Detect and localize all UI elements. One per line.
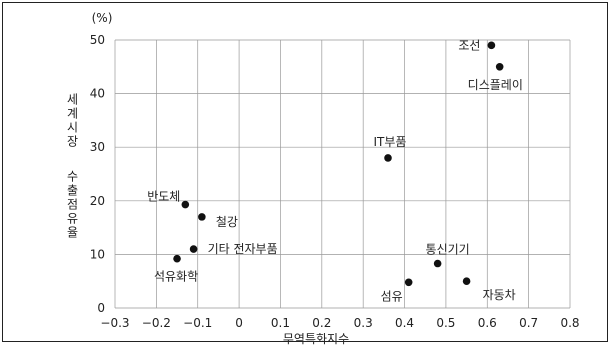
data-point: [173, 254, 181, 263]
y-tick-label: 0: [97, 301, 105, 315]
y-tick-label: 50: [90, 33, 105, 47]
y-axis-title-line-2: 수출점유율: [65, 170, 79, 240]
x-tick-label: 0.8: [560, 316, 579, 330]
y-axis-title: 세계시장 수출점유율: [65, 93, 79, 240]
chart-frame: [2, 2, 608, 342]
y-tick-label: 40: [90, 87, 105, 101]
data-point-label: 석유화학: [154, 270, 198, 284]
data-point: [433, 259, 442, 268]
x-tick-label: 0: [235, 316, 243, 330]
x-tick-label: 0.1: [271, 316, 290, 330]
data-point: [495, 63, 504, 71]
data-points: [173, 41, 504, 287]
x-tick-label: 0.3: [354, 316, 373, 330]
x-tick-label: 0.6: [478, 316, 497, 330]
x-axis-title: 무역특화지수: [283, 332, 349, 346]
data-point-label: 자동차: [483, 288, 516, 302]
x-tick-labels: −0.3 −0.2 −0.1 0 0.1 0.2 0.3 0.4 0.5 0.6 0.7 0.8: [100, 316, 579, 330]
data-point-label: 철강: [216, 215, 238, 229]
y-axis-title-line-1: 세계시장: [65, 93, 79, 149]
x-tick-label: 0.4: [395, 316, 414, 330]
data-point-label: IT부품: [374, 135, 407, 149]
data-point: [198, 213, 206, 221]
data-point: [487, 41, 496, 50]
data-point-label: 기타 전자부품: [208, 242, 278, 256]
data-point: [462, 277, 471, 286]
data-point-label: 반도체: [147, 190, 180, 204]
data-point-label: 섬유: [381, 289, 403, 303]
grid: [114, 39, 571, 309]
data-point: [181, 200, 190, 209]
data-point: [404, 278, 413, 287]
x-tick-label: 0.5: [436, 316, 455, 330]
data-point-label: 디스플레이: [468, 78, 523, 92]
x-tick-label: −0.3: [100, 316, 129, 330]
data-point: [384, 154, 392, 162]
data-point-label: 통신기기: [426, 243, 470, 257]
y-tick-label: 30: [90, 140, 105, 154]
data-point: [189, 245, 198, 253]
y-tick-label: 20: [90, 194, 105, 208]
x-tick-label: 0.7: [519, 316, 538, 330]
data-point-label: 조선: [458, 38, 480, 52]
y-tick-label: 10: [90, 247, 105, 261]
x-tick-label: 0.2: [312, 316, 331, 330]
y-tick-labels: 0 10 20 30 40 50: [90, 33, 105, 315]
x-tick-label: −0.2: [142, 316, 171, 330]
y-axis-unit: (%): [92, 11, 113, 25]
x-tick-label: −0.1: [183, 316, 212, 330]
